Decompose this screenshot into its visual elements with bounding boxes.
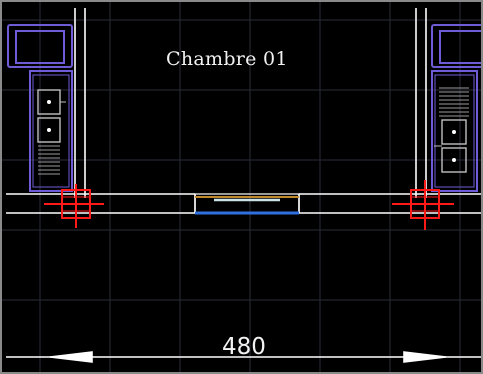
left-sink-icon — [37, 89, 66, 175]
dimension-line[interactable] — [6, 351, 481, 363]
left-furniture[interactable] — [7, 24, 73, 192]
right-sink-icon — [434, 87, 469, 173]
window[interactable] — [194, 193, 300, 215]
dimension-arrow-right-icon — [403, 351, 447, 363]
dimension-value[interactable]: 480 — [222, 334, 266, 360]
column-marker-right-icon[interactable] — [392, 180, 454, 230]
room-label[interactable]: Chambre 01 — [166, 48, 288, 70]
vertical-walls[interactable] — [74, 8, 427, 198]
dimension-arrow-left-icon — [49, 351, 93, 363]
right-furniture[interactable] — [431, 24, 481, 192]
column-marker-left-icon[interactable] — [44, 184, 104, 228]
